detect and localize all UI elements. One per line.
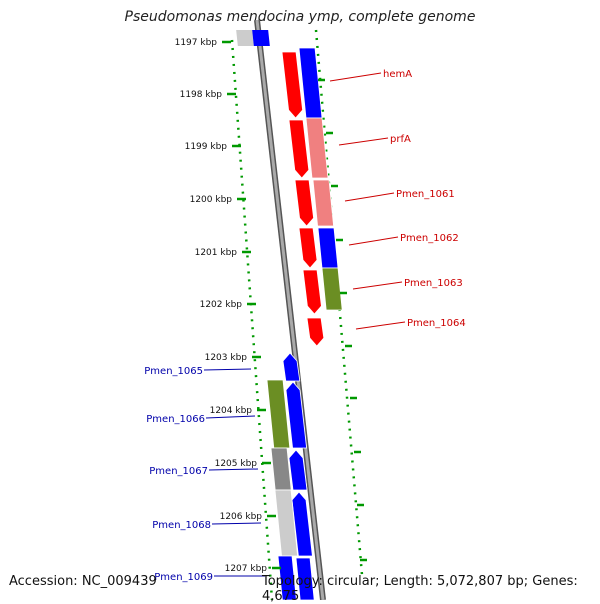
feature-1067-gray[interactable] [270, 447, 292, 491]
gene-label[interactable]: Pmen_1061 [396, 189, 455, 200]
gene-label[interactable]: Pmen_1068 [152, 520, 211, 531]
feature-1068-lightgray[interactable] [274, 489, 299, 557]
tick-label: 1207 kbp [225, 564, 268, 574]
leader-line [344, 192, 395, 202]
gene-label[interactable]: Pmen_1065 [144, 366, 203, 377]
tick-label: 1197 kbp [175, 38, 218, 48]
genome-backbone [255, 19, 325, 600]
leader-line [348, 236, 399, 246]
gene-label[interactable]: Pmen_1066 [146, 414, 205, 425]
feature-top-blue[interactable] [252, 30, 270, 46]
leader-line [355, 321, 406, 330]
map-title: Pseudomonas mendocina ymp, complete geno… [124, 9, 476, 25]
tick-label: 1202 kbp [200, 300, 243, 310]
gene-pmen1065-reverse[interactable] [282, 352, 301, 382]
feature-1061-lightred[interactable] [312, 179, 335, 227]
feature-top-gray[interactable] [236, 30, 254, 46]
left-dotted-ruler [230, 39, 274, 600]
gene-label[interactable]: Pmen_1063 [404, 278, 463, 289]
gene-label[interactable]: prfA [390, 134, 411, 145]
feature-1062-blue[interactable] [317, 227, 339, 269]
gene-label[interactable]: hemA [383, 69, 412, 80]
leader-line [208, 468, 259, 471]
accession-text: Accession: NC_009439 [9, 574, 157, 589]
gene-label[interactable]: Pmen_1062 [400, 233, 459, 244]
tick-label: 1205 kbp [215, 459, 258, 469]
tick-label: 1204 kbp [210, 406, 253, 416]
leader-line [211, 522, 262, 525]
gene-pmen1061-forward[interactable] [294, 179, 315, 227]
leader-line [338, 137, 389, 146]
gene-pmen1064-forward[interactable] [306, 317, 325, 347]
tick-label: 1199 kbp [185, 142, 228, 152]
feature-1069-blue[interactable] [277, 555, 297, 600]
gene-label[interactable]: Pmen_1067 [149, 466, 208, 477]
gene-prfA-forward[interactable] [288, 119, 310, 179]
gene-pmen1062-forward[interactable] [298, 227, 318, 269]
gene-label[interactable]: Pmen_1069 [154, 572, 213, 583]
gene-pmen1066-reverse[interactable] [285, 381, 308, 449]
tick-label: 1206 kbp [220, 512, 263, 522]
feature-1063-olive[interactable] [321, 267, 343, 311]
leader-line [205, 415, 256, 419]
tick-label: 1203 kbp [205, 353, 248, 363]
tick-label: 1198 kbp [180, 90, 223, 100]
gene-label[interactable]: Pmen_1064 [407, 318, 466, 329]
gene-pmen1067-reverse[interactable] [288, 449, 308, 491]
feature-1066-olive[interactable] [266, 379, 291, 449]
leader-line [329, 72, 382, 82]
gene-pmen1069-reverse[interactable] [295, 557, 315, 600]
feature-prfA-lightred[interactable] [305, 117, 329, 179]
tick-label: 1200 kbp [190, 195, 233, 205]
gene-hemA-forward[interactable] [281, 51, 304, 119]
leader-line [203, 368, 252, 371]
leader-line [352, 281, 403, 290]
gene-pmen1068-reverse[interactable] [291, 491, 313, 557]
tick-label: 1201 kbp [195, 248, 238, 258]
gene-pmen1063-forward[interactable] [302, 269, 322, 315]
